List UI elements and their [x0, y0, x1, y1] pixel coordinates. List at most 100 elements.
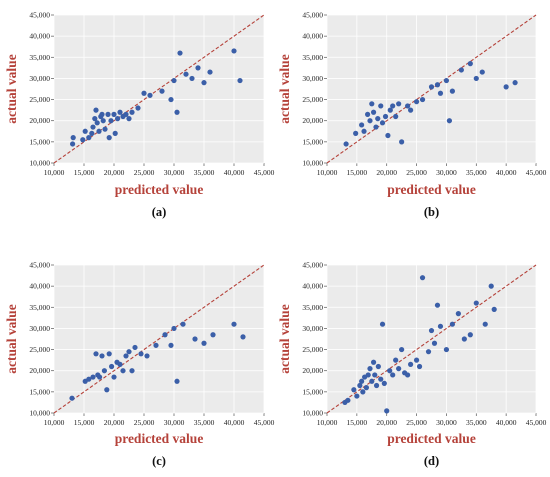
- data-point: [378, 103, 384, 109]
- data-point: [413, 99, 420, 105]
- y-tick-label: 10,000: [29, 159, 50, 168]
- data-point: [207, 69, 213, 75]
- x-tick-label: 45,000: [526, 168, 547, 177]
- y-tick-label: 20,000: [29, 116, 50, 125]
- data-point: [92, 116, 98, 122]
- data-point: [482, 321, 488, 327]
- data-point: [443, 346, 450, 353]
- data-point: [97, 374, 103, 380]
- x-tick-label: 20,000: [376, 168, 397, 177]
- data-point: [425, 349, 432, 355]
- x-tick-label: 30,000: [436, 418, 457, 427]
- data-point: [162, 332, 168, 338]
- data-point: [195, 65, 201, 71]
- data-point: [419, 275, 426, 281]
- y-tick-label: 35,000: [29, 53, 50, 62]
- data-point: [112, 130, 118, 136]
- data-point: [449, 321, 455, 327]
- data-point: [100, 118, 106, 124]
- y-tick-label: 40,000: [29, 282, 50, 291]
- x-tick-label: 10,000: [44, 418, 65, 427]
- data-point: [201, 340, 207, 346]
- data-point: [378, 376, 384, 382]
- y-tick-label: 20,000: [302, 116, 323, 125]
- x-tick-label: 20,000: [104, 418, 125, 427]
- y-axis-title: actual value: [4, 54, 19, 123]
- y-tick-label: 15,000: [29, 137, 50, 146]
- data-point: [437, 323, 444, 329]
- data-point: [89, 130, 95, 136]
- data-point: [168, 96, 174, 103]
- data-point: [467, 332, 473, 338]
- data-point: [171, 77, 177, 84]
- data-point: [360, 389, 366, 395]
- x-tick-label: 30,000: [164, 168, 185, 177]
- data-point: [365, 372, 371, 378]
- x-tick-label: 30,000: [436, 168, 457, 177]
- y-tick-label: 10,000: [29, 409, 50, 418]
- y-axis-title: actual value: [277, 54, 292, 123]
- x-axis-title: predicted value: [387, 182, 476, 197]
- data-point: [399, 346, 405, 353]
- data-point: [353, 130, 359, 136]
- data-point: [387, 368, 393, 374]
- data-point: [385, 132, 391, 139]
- data-point: [111, 374, 117, 380]
- x-tick-label: 15,000: [347, 168, 368, 177]
- data-point: [126, 349, 132, 355]
- data-point: [428, 327, 435, 334]
- data-point: [144, 353, 150, 359]
- data-point: [345, 397, 351, 403]
- data-point: [431, 340, 438, 346]
- data-point: [373, 124, 379, 130]
- x-tick-label: 35,000: [466, 168, 487, 177]
- data-point: [343, 141, 349, 147]
- y-tick-label: 35,000: [29, 303, 50, 312]
- reference-line: [53, 14, 265, 164]
- x-tick-label: 45,000: [254, 418, 275, 427]
- data-point: [86, 376, 92, 382]
- x-tick-label: 15,000: [347, 418, 368, 427]
- data-point: [86, 135, 92, 141]
- data-point: [106, 135, 112, 141]
- data-point: [416, 363, 423, 370]
- x-tick-label: 45,000: [254, 168, 275, 177]
- x-tick-label: 25,000: [406, 418, 427, 427]
- data-point: [363, 385, 370, 391]
- data-point: [174, 109, 180, 115]
- data-point: [180, 321, 186, 327]
- data-point: [117, 361, 123, 367]
- panel-label: (d): [424, 454, 439, 468]
- data-point: [159, 88, 165, 94]
- x-tick-label: 25,000: [406, 168, 427, 177]
- data-point: [69, 395, 75, 401]
- data-point: [369, 378, 375, 384]
- y-tick-label: 45,000: [302, 11, 323, 20]
- data-point: [70, 135, 76, 141]
- x-tick-label: 40,000: [496, 168, 517, 177]
- data-point: [399, 139, 405, 145]
- data-point: [354, 393, 360, 399]
- x-tick-label: 25,000: [134, 418, 155, 427]
- data-point: [390, 103, 396, 109]
- data-point: [168, 342, 174, 348]
- x-axis-title: predicted value: [115, 431, 204, 446]
- data-point: [372, 372, 378, 378]
- reference-line: [326, 264, 537, 414]
- data-point: [361, 128, 367, 134]
- x-tick-label: 10,000: [317, 168, 338, 177]
- data-point: [461, 336, 467, 342]
- data-point: [379, 120, 386, 126]
- x-tick-label: 15,000: [74, 168, 95, 177]
- data-point: [382, 113, 389, 120]
- data-point: [446, 118, 453, 124]
- data-point: [379, 321, 386, 327]
- data-point: [434, 82, 441, 88]
- x-tick-label: 25,000: [134, 168, 155, 177]
- y-tick-label: 45,000: [29, 261, 50, 270]
- y-tick-label: 45,000: [29, 11, 50, 20]
- data-point: [396, 101, 402, 107]
- data-point: [375, 363, 381, 370]
- data-point: [94, 120, 100, 126]
